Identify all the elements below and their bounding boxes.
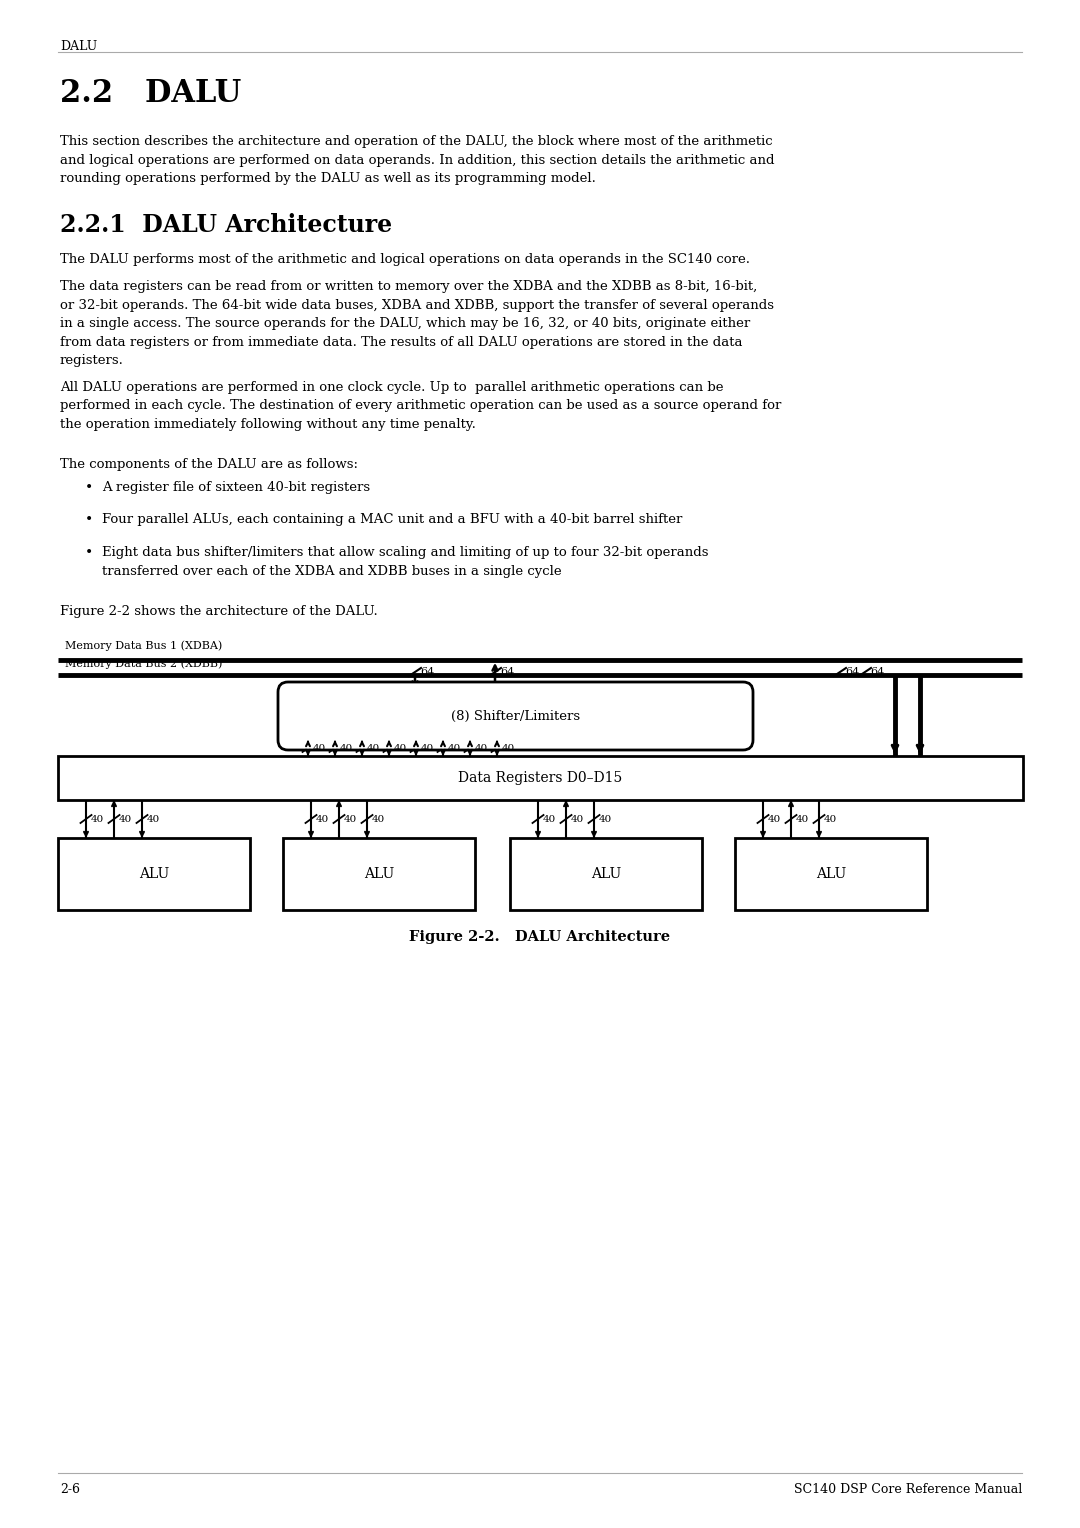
Text: 40: 40 bbox=[448, 744, 461, 752]
Text: Data Registers D0–D15: Data Registers D0–D15 bbox=[458, 772, 623, 785]
Text: 40: 40 bbox=[796, 814, 809, 824]
Text: 2.2   DALU: 2.2 DALU bbox=[60, 78, 241, 108]
Text: This section describes the architecture and operation of the DALU, the block whe: This section describes the architecture … bbox=[60, 134, 774, 185]
Text: 40: 40 bbox=[372, 814, 386, 824]
FancyBboxPatch shape bbox=[278, 681, 753, 750]
Text: ALU: ALU bbox=[815, 866, 846, 882]
Text: 64: 64 bbox=[420, 668, 434, 677]
Text: Four parallel ALUs, each containing a MAC unit and a BFU with a 40-bit barrel sh: Four parallel ALUs, each containing a MA… bbox=[102, 513, 683, 526]
Text: 64: 64 bbox=[500, 668, 514, 677]
Text: 40: 40 bbox=[316, 814, 329, 824]
Text: •: • bbox=[85, 545, 93, 559]
Text: All DALU operations are performed in one clock cycle. Up to  parallel arithmetic: All DALU operations are performed in one… bbox=[60, 380, 781, 431]
Text: 40: 40 bbox=[502, 744, 515, 752]
Text: The components of the DALU are as follows:: The components of the DALU are as follow… bbox=[60, 458, 357, 471]
Text: DALU: DALU bbox=[60, 40, 97, 53]
Text: ALU: ALU bbox=[364, 866, 394, 882]
Text: 64: 64 bbox=[870, 668, 885, 677]
Text: 40: 40 bbox=[824, 814, 837, 824]
Bar bbox=[510, 837, 702, 911]
Text: 40: 40 bbox=[313, 744, 326, 752]
Text: 40: 40 bbox=[367, 744, 380, 752]
Bar bbox=[735, 837, 927, 911]
Text: The DALU performs most of the arithmetic and logical operations on data operands: The DALU performs most of the arithmetic… bbox=[60, 254, 750, 266]
Text: 40: 40 bbox=[345, 814, 357, 824]
Text: 40: 40 bbox=[543, 814, 556, 824]
Text: Figure 2-2 shows the architecture of the DALU.: Figure 2-2 shows the architecture of the… bbox=[60, 605, 378, 617]
Text: Figure 2-2.   DALU Architecture: Figure 2-2. DALU Architecture bbox=[409, 931, 671, 944]
Bar bbox=[58, 837, 249, 911]
Text: Memory Data Bus 1 (XDBA): Memory Data Bus 1 (XDBA) bbox=[65, 640, 222, 651]
Text: ALU: ALU bbox=[139, 866, 170, 882]
Text: Memory Data Bus 2 (XDBB): Memory Data Bus 2 (XDBB) bbox=[65, 659, 222, 669]
Text: ALU: ALU bbox=[591, 866, 621, 882]
Text: 40: 40 bbox=[768, 814, 781, 824]
Bar bbox=[283, 837, 475, 911]
Text: 40: 40 bbox=[475, 744, 488, 752]
Text: 40: 40 bbox=[91, 814, 105, 824]
Text: SC140 DSP Core Reference Manual: SC140 DSP Core Reference Manual bbox=[794, 1484, 1022, 1496]
Text: Eight data bus shifter/limiters that allow scaling and limiting of up to four 32: Eight data bus shifter/limiters that all… bbox=[102, 545, 708, 578]
Text: The data registers can be read from or written to memory over the XDBA and the X: The data registers can be read from or w… bbox=[60, 280, 774, 367]
Text: 40: 40 bbox=[394, 744, 407, 752]
Text: •: • bbox=[85, 481, 93, 495]
Text: A register file of sixteen 40-bit registers: A register file of sixteen 40-bit regist… bbox=[102, 481, 370, 494]
Text: (8) Shifter/Limiters: (8) Shifter/Limiters bbox=[451, 709, 580, 723]
Text: 2.2.1  DALU Architecture: 2.2.1 DALU Architecture bbox=[60, 212, 392, 237]
Text: 2-6: 2-6 bbox=[60, 1484, 80, 1496]
Text: 64: 64 bbox=[845, 668, 860, 677]
Text: •: • bbox=[85, 513, 93, 527]
Text: 40: 40 bbox=[571, 814, 584, 824]
Text: 40: 40 bbox=[147, 814, 160, 824]
Text: 40: 40 bbox=[340, 744, 353, 752]
Bar bbox=[58, 756, 1023, 801]
Text: 40: 40 bbox=[421, 744, 434, 752]
Text: 40: 40 bbox=[119, 814, 132, 824]
Text: 40: 40 bbox=[599, 814, 612, 824]
